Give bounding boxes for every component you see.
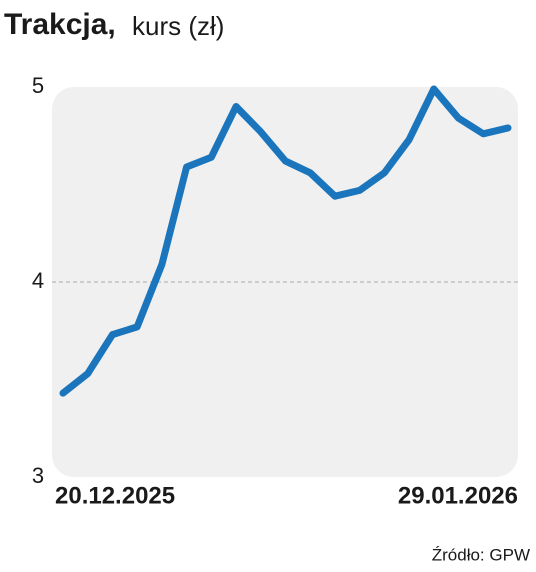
x-tick-label: 20.12.2025 bbox=[55, 482, 175, 509]
x-tick-label: 29.01.2026 bbox=[398, 482, 518, 509]
chart-title: Trakcja, bbox=[4, 8, 116, 41]
y-tick-label: 3 bbox=[32, 463, 44, 488]
y-tick-label: 4 bbox=[32, 268, 44, 293]
line bbox=[59, 85, 512, 397]
chart-subtitle: kurs (zł) bbox=[132, 11, 224, 41]
y-tick-label: 5 bbox=[32, 73, 44, 98]
source: Źródło: GPW bbox=[432, 545, 530, 564]
